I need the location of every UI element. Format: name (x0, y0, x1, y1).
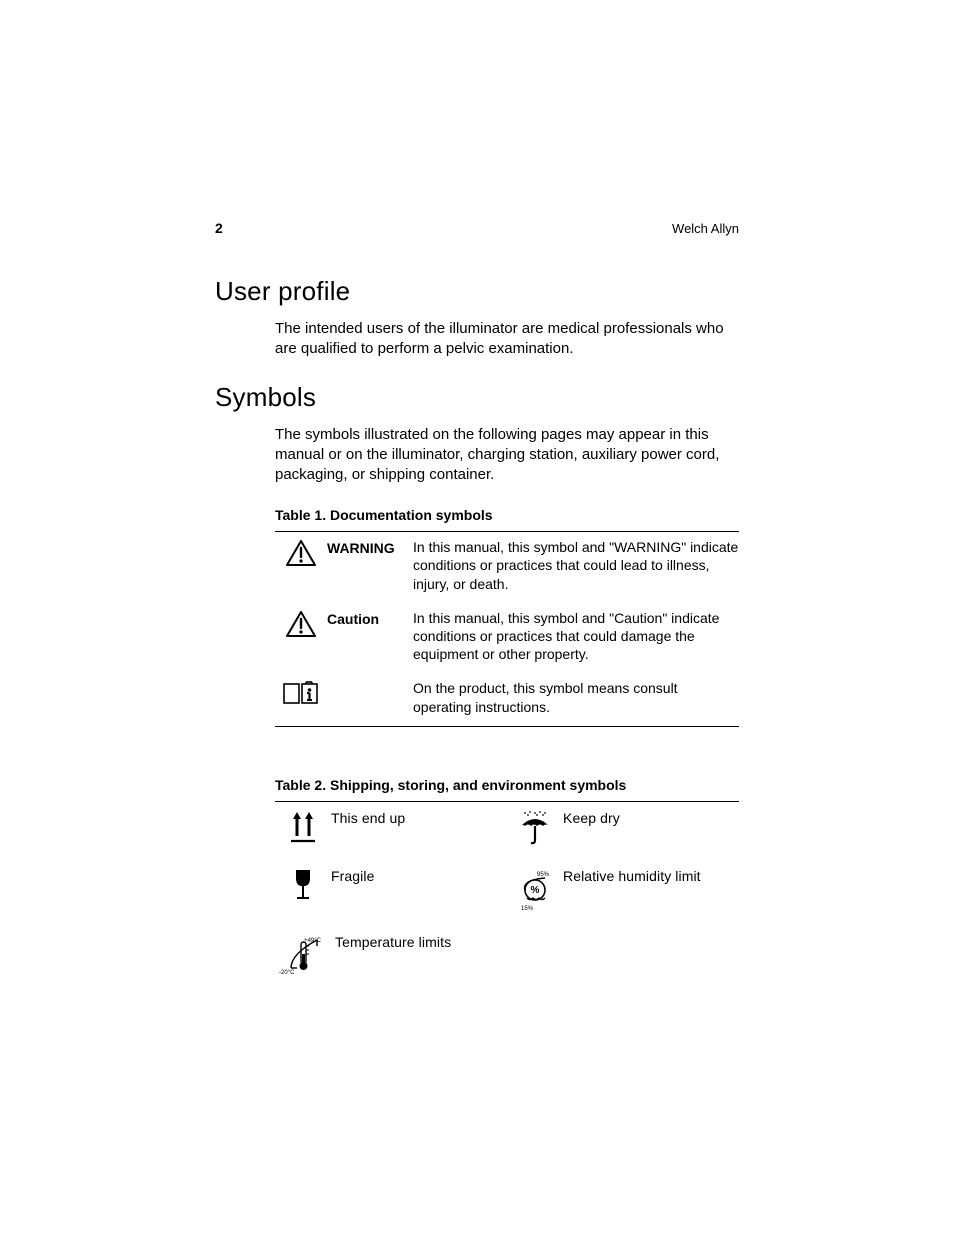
temperature-cell: +49°C -20°C Tempe (275, 932, 507, 976)
symbols-body: The symbols illustrated on the following… (275, 425, 739, 486)
table2: This end up Keep dr (275, 802, 739, 990)
temperature-label: Temperature limits (335, 932, 451, 950)
humidity-label: Relative humidity limit (563, 866, 701, 884)
fragile-cell: Fragile (275, 866, 507, 912)
warning-label: WARNING (327, 538, 413, 556)
temp-lower: -20°C (279, 970, 295, 976)
page-header: 2 Welch Allyn (215, 220, 739, 236)
user-profile-heading: User profile (215, 276, 739, 307)
table-row: +49°C -20°C Tempe (275, 926, 739, 990)
humidity-upper: 95% (537, 872, 550, 878)
svg-text:%: % (531, 885, 540, 896)
symbols-body-wrap: The symbols illustrated on the following… (275, 425, 739, 990)
table-row: Caution In this manual, this symbol and … (275, 603, 739, 674)
table1-title: Table 1. Documentation symbols (275, 507, 739, 523)
this-end-up-icon (275, 808, 331, 844)
humidity-icon: 95% % 15% (507, 866, 563, 912)
caution-icon (275, 609, 327, 637)
table-row: This end up Keep dr (275, 802, 739, 860)
caution-label: Caution (327, 609, 413, 627)
caution-desc: In this manual, this symbol and "Caution… (413, 609, 739, 664)
brand-label: Welch Allyn (672, 221, 739, 236)
warning-icon (275, 538, 327, 566)
user-profile-body-wrap: The intended users of the illuminator ar… (275, 319, 739, 360)
symbols-heading: Symbols (215, 382, 739, 413)
this-end-up-label: This end up (331, 808, 405, 826)
keep-dry-label: Keep dry (563, 808, 620, 826)
consult-desc: On the product, this symbol means consul… (413, 679, 739, 715)
table-row: On the product, this symbol means consul… (275, 673, 739, 725)
empty-cell (507, 932, 739, 976)
consult-instructions-icon (275, 679, 327, 705)
keep-dry-icon (507, 808, 563, 846)
table2-title: Table 2. Shipping, storing, and environm… (275, 777, 739, 793)
fragile-icon (275, 866, 331, 902)
keep-dry-cell: Keep dry (507, 808, 739, 846)
humidity-lower: 15% (521, 906, 534, 912)
fragile-label: Fragile (331, 866, 375, 884)
this-end-up-cell: This end up (275, 808, 507, 846)
table-row: WARNING In this manual, this symbol and … (275, 532, 739, 603)
temperature-icon: +49°C -20°C (275, 932, 335, 976)
table-row: Fragile 95% % 15% Relative humidity l (275, 860, 739, 926)
document-page: 2 Welch Allyn User profile The intended … (0, 0, 954, 990)
user-profile-body: The intended users of the illuminator ar… (275, 319, 739, 360)
consult-label (327, 679, 413, 681)
page-number: 2 (215, 220, 223, 236)
table1: WARNING In this manual, this symbol and … (275, 532, 739, 726)
humidity-cell: 95% % 15% Relative humidity limit (507, 866, 739, 912)
warning-desc: In this manual, this symbol and "WARNING… (413, 538, 739, 593)
